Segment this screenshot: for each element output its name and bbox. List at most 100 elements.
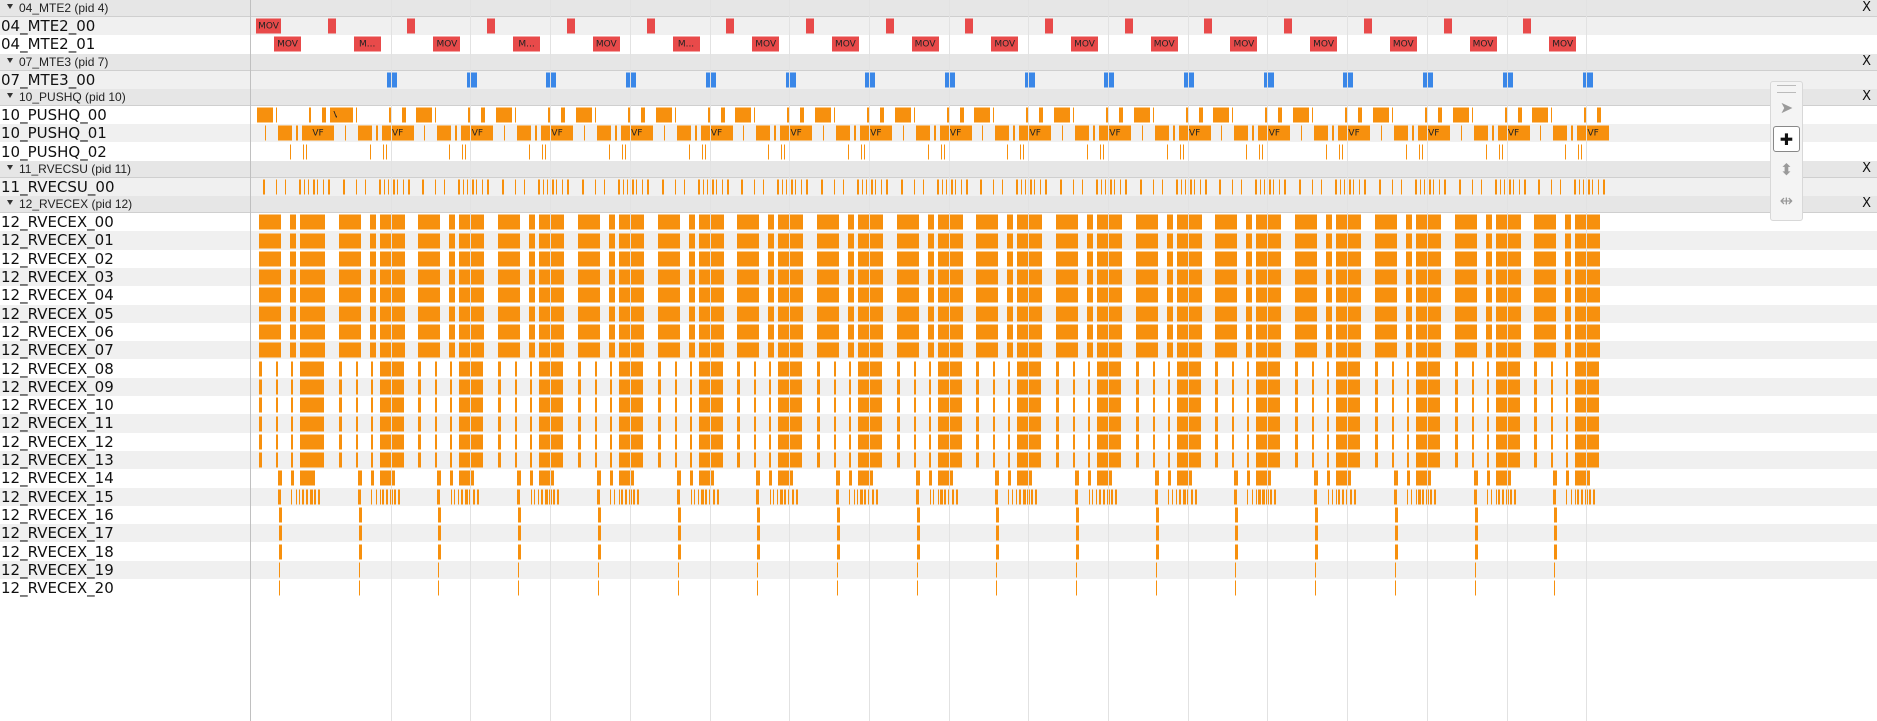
trace-slice[interactable] (1474, 562, 1476, 578)
trace-slice[interactable] (259, 342, 281, 358)
trace-slice[interactable] (778, 324, 804, 340)
trace-slice[interactable] (1534, 251, 1557, 267)
trace-slice[interactable] (630, 489, 632, 505)
trace-slice[interactable] (1507, 489, 1509, 505)
trace-slice[interactable] (754, 452, 757, 468)
trace-slice[interactable] (418, 324, 441, 340)
trace-slice[interactable]: VF (1497, 125, 1530, 141)
trace-slice[interactable] (1406, 397, 1409, 413)
track-row[interactable]: 12_RVECEX_15 (0, 487, 1877, 506)
trace-slice[interactable] (370, 470, 374, 486)
track-row[interactable]: 12_RVECEX_13 (0, 451, 1877, 470)
track-lane[interactable] (251, 143, 1877, 161)
trace-slice[interactable] (577, 397, 581, 413)
trace-slice[interactable] (450, 397, 453, 413)
trace-slice[interactable] (1554, 580, 1556, 596)
track-lane[interactable] (251, 341, 1877, 359)
trace-slice[interactable] (608, 306, 615, 322)
trace-slice[interactable] (1056, 342, 1078, 358)
trace-slice[interactable] (370, 397, 373, 413)
trace-slice[interactable] (1415, 452, 1440, 468)
trace-slice[interactable] (1166, 287, 1173, 303)
trace-slice[interactable] (539, 434, 564, 450)
trace-slice[interactable] (928, 470, 932, 486)
trace-slice[interactable] (778, 269, 804, 285)
trace-slice[interactable]: M... (672, 36, 700, 52)
trace-slice[interactable] (418, 397, 422, 413)
trace-slice[interactable] (784, 489, 787, 505)
track-row[interactable]: 12_RVECEX_06 (0, 323, 1877, 341)
trace-slice[interactable] (698, 361, 723, 377)
trace-slice[interactable] (1326, 269, 1333, 285)
trace-slice[interactable] (1097, 342, 1122, 358)
trace-slice[interactable] (1007, 306, 1014, 322)
trace-slice[interactable] (449, 287, 456, 303)
trace-slice[interactable] (1235, 562, 1237, 578)
trace-slice[interactable] (836, 580, 838, 596)
trace-slice[interactable] (608, 233, 615, 249)
trace-slice[interactable] (689, 470, 693, 486)
trace-slice[interactable] (1279, 179, 1281, 195)
trace-slice[interactable] (778, 416, 803, 432)
trace-slice[interactable] (617, 179, 620, 195)
trace-slice[interactable] (1405, 214, 1412, 230)
trace-slice[interactable] (1486, 379, 1489, 395)
trace-slice[interactable] (545, 144, 547, 160)
trace-slice[interactable] (632, 489, 635, 505)
trace-slice[interactable] (857, 470, 873, 486)
trace-slice[interactable] (477, 489, 480, 505)
trace-slice[interactable] (468, 107, 471, 123)
trace-slice[interactable] (769, 416, 772, 432)
trace-slice[interactable] (1087, 306, 1093, 322)
trace-slice[interactable] (259, 324, 281, 340)
trace-slice[interactable] (530, 434, 533, 450)
trace-slice[interactable] (577, 324, 600, 340)
trace-slice[interactable] (1315, 544, 1319, 560)
trace-slice[interactable] (995, 125, 1010, 141)
trace-slice[interactable] (683, 179, 685, 195)
trace-slice[interactable] (583, 125, 585, 141)
trace-slice[interactable] (1454, 361, 1458, 377)
trace-slice[interactable] (937, 342, 963, 358)
trace-slice[interactable] (1155, 580, 1157, 596)
trace-slice[interactable] (677, 562, 679, 578)
trace-slice[interactable] (338, 434, 342, 450)
trace-slice[interactable] (1274, 489, 1277, 505)
trace-slice[interactable] (379, 324, 405, 340)
trace-slice[interactable] (853, 489, 855, 505)
trace-slice[interactable] (1180, 179, 1182, 195)
trace-slice[interactable]: VF (1577, 125, 1610, 141)
trace-slice[interactable] (689, 397, 692, 413)
trace-slice[interactable] (786, 179, 788, 195)
trace-slice[interactable] (449, 214, 456, 230)
trace-slice[interactable] (1372, 107, 1389, 123)
trace-slice[interactable] (896, 416, 900, 432)
trace-slice[interactable] (657, 287, 680, 303)
trace-slice[interactable] (450, 379, 453, 395)
trace-slice[interactable] (1185, 107, 1188, 123)
track-lane[interactable]: MOV (251, 17, 1877, 35)
trace-slice[interactable] (1393, 489, 1397, 505)
trace-slice[interactable] (853, 125, 856, 141)
trace-slice[interactable] (1082, 179, 1083, 195)
trace-slice[interactable] (1232, 452, 1235, 468)
trace-slice[interactable] (1097, 397, 1121, 413)
trace-slice[interactable]: VF (780, 125, 813, 141)
trace-slice[interactable] (1007, 251, 1014, 267)
trace-slice[interactable] (265, 125, 266, 141)
trace-slice[interactable] (976, 416, 980, 432)
trace-slice[interactable] (1339, 144, 1341, 160)
trace-slice[interactable] (1575, 324, 1601, 340)
track-lane[interactable]: VF VF VF VF VF VF VF VF VF VF VF VF VF VF VF VF VF (251, 124, 1877, 142)
trace-slice[interactable] (996, 580, 998, 596)
trace-slice[interactable] (562, 179, 564, 195)
trace-slice[interactable] (1076, 544, 1079, 560)
trace-slice[interactable] (1096, 489, 1097, 505)
trace-slice[interactable] (1199, 179, 1201, 195)
trace-slice[interactable] (626, 179, 628, 195)
trace-slice[interactable] (1232, 361, 1235, 377)
trace-slice[interactable] (916, 562, 918, 578)
track-lane[interactable] (251, 469, 1877, 487)
trace-slice[interactable] (674, 416, 677, 432)
trace-slice[interactable] (1394, 507, 1398, 523)
